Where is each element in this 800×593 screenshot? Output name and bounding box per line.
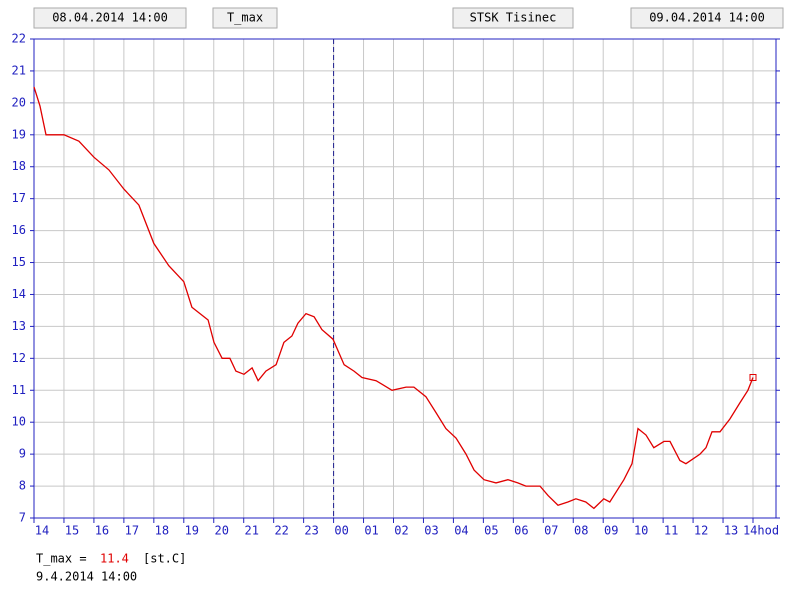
x-tick-label: 15 xyxy=(65,524,79,538)
y-tick-label: 14 xyxy=(12,287,26,301)
x-tick-label: 07 xyxy=(544,524,558,538)
x-tick-label: 21 xyxy=(244,524,258,538)
x-tick-label: 12 xyxy=(694,524,708,538)
header-box xyxy=(212,7,278,29)
x-tick-label: 23 xyxy=(304,524,318,538)
x-tick-label: 22 xyxy=(274,524,288,538)
y-tick-label: 13 xyxy=(12,319,26,333)
x-tick-label: 02 xyxy=(394,524,408,538)
x-tick-label: 01 xyxy=(364,524,378,538)
readout-unit: [st.C] xyxy=(143,552,186,566)
end-time: 09.04.2014 14:00 xyxy=(649,11,765,25)
readout-label: T_max = xyxy=(36,552,87,566)
y-tick-label: 16 xyxy=(12,223,26,237)
header-box xyxy=(452,7,574,29)
x-tick-label: 17 xyxy=(125,524,139,538)
y-tick-label: 22 xyxy=(12,32,26,46)
y-tick-label: 7 xyxy=(19,511,26,525)
y-tick-label: 20 xyxy=(12,95,26,109)
x-tick-label: 00 xyxy=(334,524,348,538)
y-tick-label: 21 xyxy=(12,63,26,77)
x-tick-label: 06 xyxy=(514,524,528,538)
start-time: 08.04.2014 14:00 xyxy=(52,11,168,25)
y-tick-label: 15 xyxy=(12,255,26,269)
y-tick-label: 17 xyxy=(12,191,26,205)
x-tick-label: 11 xyxy=(664,524,678,538)
series-line xyxy=(33,86,754,510)
readout-time: 9.4.2014 14:00 xyxy=(36,570,137,584)
x-tick-label: 03 xyxy=(424,524,438,538)
x-tick-label: 18 xyxy=(155,524,169,538)
y-tick-label: 19 xyxy=(12,127,26,141)
x-tick-label: 10 xyxy=(634,524,648,538)
x-tick-label: 13 xyxy=(724,524,738,538)
x-tick-label: 09 xyxy=(604,524,618,538)
y-tick-label: 10 xyxy=(12,415,26,429)
variable: T_max xyxy=(227,11,263,25)
readout-value: 11.4 xyxy=(100,552,129,566)
x-tick-label: 20 xyxy=(215,524,229,538)
end-marker xyxy=(749,373,757,381)
x-tick-label: 19 xyxy=(185,524,199,538)
x-tick-label: 14hod xyxy=(743,524,779,538)
header-box xyxy=(33,7,187,29)
x-tick-label: 08 xyxy=(574,524,588,538)
x-tick-label: 16 xyxy=(95,524,109,538)
x-tick-label: 05 xyxy=(484,524,498,538)
y-tick-label: 18 xyxy=(12,159,26,173)
x-tick-label: 04 xyxy=(454,524,468,538)
x-tick-label: 14 xyxy=(35,524,49,538)
y-tick-label: 11 xyxy=(12,383,26,397)
y-tick-label: 8 xyxy=(19,479,26,493)
y-tick-label: 9 xyxy=(19,447,26,461)
plot-frame xyxy=(33,38,777,519)
header-box xyxy=(630,7,784,29)
station: STSK Tisinec xyxy=(470,11,557,25)
y-tick-label: 12 xyxy=(12,351,26,365)
